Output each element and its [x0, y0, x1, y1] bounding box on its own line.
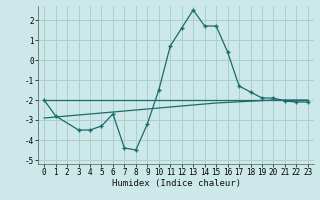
X-axis label: Humidex (Indice chaleur): Humidex (Indice chaleur) — [111, 179, 241, 188]
